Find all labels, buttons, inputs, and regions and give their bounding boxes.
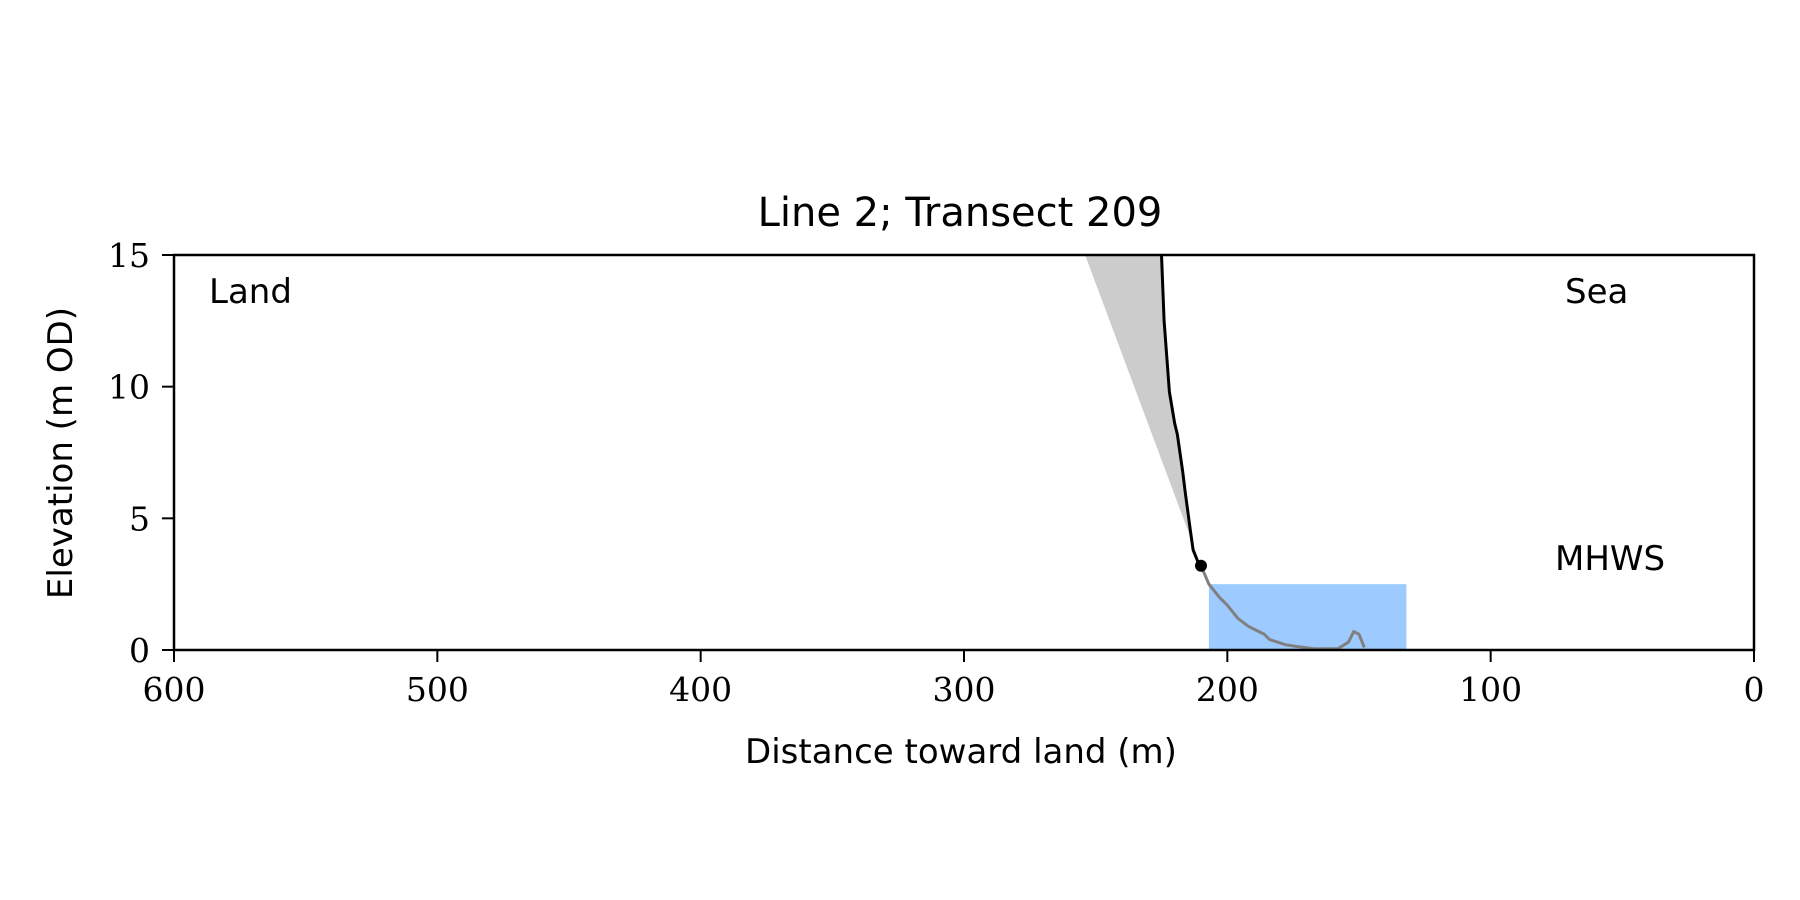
x-tick-label: 600: [143, 670, 206, 709]
x-tick-label: 100: [1459, 670, 1522, 709]
x-tick-label: 400: [669, 670, 732, 709]
x-tick-label: 200: [1196, 670, 1259, 709]
x-axis: 600 500 400 300 200 100 0: [143, 650, 1765, 709]
land-label: Land: [209, 272, 292, 312]
y-tick-label: 15: [108, 236, 150, 275]
uncertainty-band: [1085, 255, 1201, 566]
x-tick-label: 300: [933, 670, 996, 709]
sea-label: Sea: [1565, 272, 1628, 312]
mhws-label: MHWS: [1555, 539, 1665, 579]
y-axis-label: Elevation (m OD): [41, 307, 81, 599]
x-tick-label: 500: [406, 670, 469, 709]
plot-area: [1085, 254, 1407, 651]
y-tick-label: 10: [108, 368, 150, 407]
cliff-profile-line: [1160, 254, 1203, 567]
y-tick-label: 0: [129, 631, 150, 670]
water-area: [1208, 584, 1407, 650]
y-tick-label: 5: [129, 499, 150, 538]
x-tick-label: 0: [1744, 670, 1765, 709]
x-axis-label: Distance toward land (m): [745, 732, 1177, 772]
y-axis: 0 5 10 15: [108, 236, 174, 670]
axes-frame: [172, 253, 1756, 652]
beach-profile-line: [1199, 565, 1366, 651]
chart-title: Line 2; Transect 209: [758, 190, 1163, 236]
cliff-toe-point: [1195, 559, 1207, 572]
